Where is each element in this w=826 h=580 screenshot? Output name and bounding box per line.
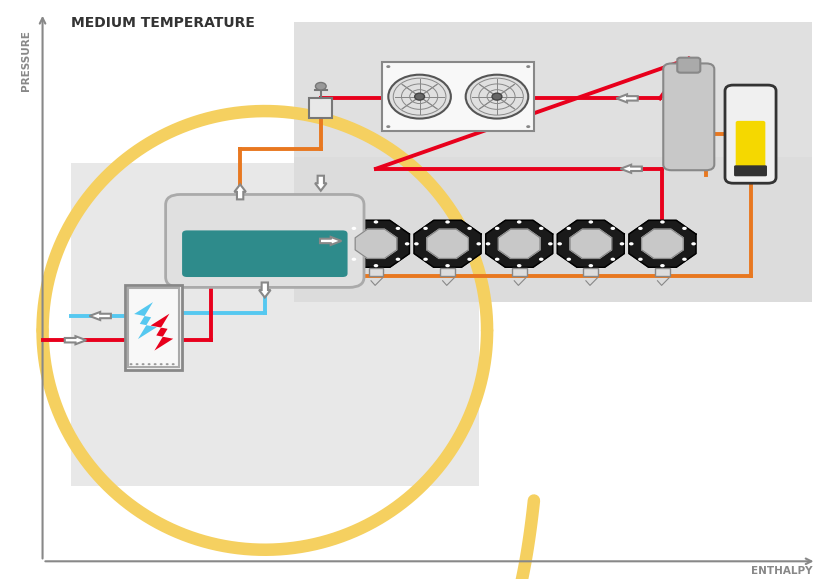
- Bar: [309, 99, 332, 118]
- Polygon shape: [620, 165, 642, 173]
- Circle shape: [638, 258, 643, 261]
- Circle shape: [539, 258, 544, 261]
- Bar: [512, 268, 527, 276]
- Polygon shape: [629, 220, 695, 267]
- Circle shape: [387, 125, 391, 128]
- Circle shape: [629, 242, 634, 245]
- Circle shape: [691, 242, 695, 245]
- Circle shape: [539, 227, 544, 230]
- FancyBboxPatch shape: [128, 288, 179, 367]
- Circle shape: [396, 227, 401, 230]
- Polygon shape: [315, 176, 326, 191]
- FancyBboxPatch shape: [125, 285, 183, 369]
- Circle shape: [610, 258, 615, 261]
- FancyBboxPatch shape: [725, 85, 776, 183]
- Circle shape: [415, 93, 425, 100]
- Polygon shape: [427, 229, 468, 258]
- Circle shape: [558, 242, 562, 245]
- Text: ENTHALPY: ENTHALPY: [751, 566, 812, 576]
- Circle shape: [495, 258, 500, 261]
- Circle shape: [343, 242, 347, 245]
- Circle shape: [660, 220, 665, 224]
- Bar: [293, 21, 812, 302]
- Circle shape: [517, 264, 521, 267]
- Circle shape: [486, 242, 491, 245]
- Polygon shape: [486, 220, 553, 267]
- FancyBboxPatch shape: [677, 57, 700, 72]
- FancyBboxPatch shape: [736, 121, 766, 175]
- Polygon shape: [642, 229, 683, 258]
- Circle shape: [159, 363, 163, 365]
- Text: MEDIUM TEMPERATURE: MEDIUM TEMPERATURE: [71, 16, 255, 30]
- Polygon shape: [558, 220, 624, 267]
- Circle shape: [638, 227, 643, 230]
- Circle shape: [468, 227, 472, 230]
- Bar: [368, 268, 383, 276]
- Circle shape: [396, 258, 401, 261]
- Circle shape: [423, 258, 428, 261]
- Circle shape: [423, 227, 428, 230]
- Circle shape: [445, 264, 450, 267]
- Polygon shape: [89, 312, 111, 320]
- Circle shape: [135, 363, 139, 365]
- Polygon shape: [259, 282, 271, 298]
- Circle shape: [567, 227, 571, 230]
- Bar: [71, 163, 479, 486]
- Polygon shape: [320, 237, 341, 245]
- Bar: [655, 268, 670, 276]
- Circle shape: [660, 264, 665, 267]
- Circle shape: [130, 363, 132, 365]
- Circle shape: [682, 258, 686, 261]
- FancyBboxPatch shape: [166, 194, 364, 288]
- Polygon shape: [343, 220, 410, 267]
- Polygon shape: [414, 220, 481, 267]
- Polygon shape: [150, 314, 173, 350]
- FancyBboxPatch shape: [734, 165, 767, 176]
- Circle shape: [468, 258, 472, 261]
- Text: PRESSURE: PRESSURE: [21, 30, 31, 91]
- Polygon shape: [616, 95, 638, 103]
- Circle shape: [172, 363, 174, 365]
- Circle shape: [141, 363, 145, 365]
- Circle shape: [387, 65, 391, 68]
- Circle shape: [526, 125, 530, 128]
- Circle shape: [166, 363, 169, 365]
- Polygon shape: [134, 302, 157, 339]
- Polygon shape: [355, 229, 396, 258]
- Polygon shape: [570, 229, 611, 258]
- FancyBboxPatch shape: [663, 63, 714, 170]
- Circle shape: [526, 65, 530, 68]
- Circle shape: [373, 264, 378, 267]
- Circle shape: [316, 82, 326, 90]
- Circle shape: [682, 227, 686, 230]
- Circle shape: [388, 75, 451, 118]
- FancyBboxPatch shape: [382, 62, 534, 131]
- FancyBboxPatch shape: [182, 230, 348, 277]
- Circle shape: [517, 220, 521, 224]
- Circle shape: [477, 242, 481, 245]
- Circle shape: [414, 242, 419, 245]
- Polygon shape: [235, 184, 246, 200]
- Bar: [293, 21, 812, 157]
- Circle shape: [567, 258, 571, 261]
- Circle shape: [492, 93, 502, 100]
- Circle shape: [495, 227, 500, 230]
- Circle shape: [445, 220, 450, 224]
- Circle shape: [352, 258, 356, 261]
- Circle shape: [620, 242, 624, 245]
- Circle shape: [466, 75, 529, 118]
- Polygon shape: [498, 229, 540, 258]
- Circle shape: [610, 227, 615, 230]
- Bar: [583, 268, 598, 276]
- Circle shape: [148, 363, 150, 365]
- Circle shape: [373, 220, 378, 224]
- Circle shape: [154, 363, 157, 365]
- Polygon shape: [64, 336, 86, 345]
- Circle shape: [588, 220, 593, 224]
- Circle shape: [548, 242, 553, 245]
- Circle shape: [588, 264, 593, 267]
- Bar: [440, 268, 455, 276]
- Circle shape: [352, 227, 356, 230]
- Circle shape: [405, 242, 410, 245]
